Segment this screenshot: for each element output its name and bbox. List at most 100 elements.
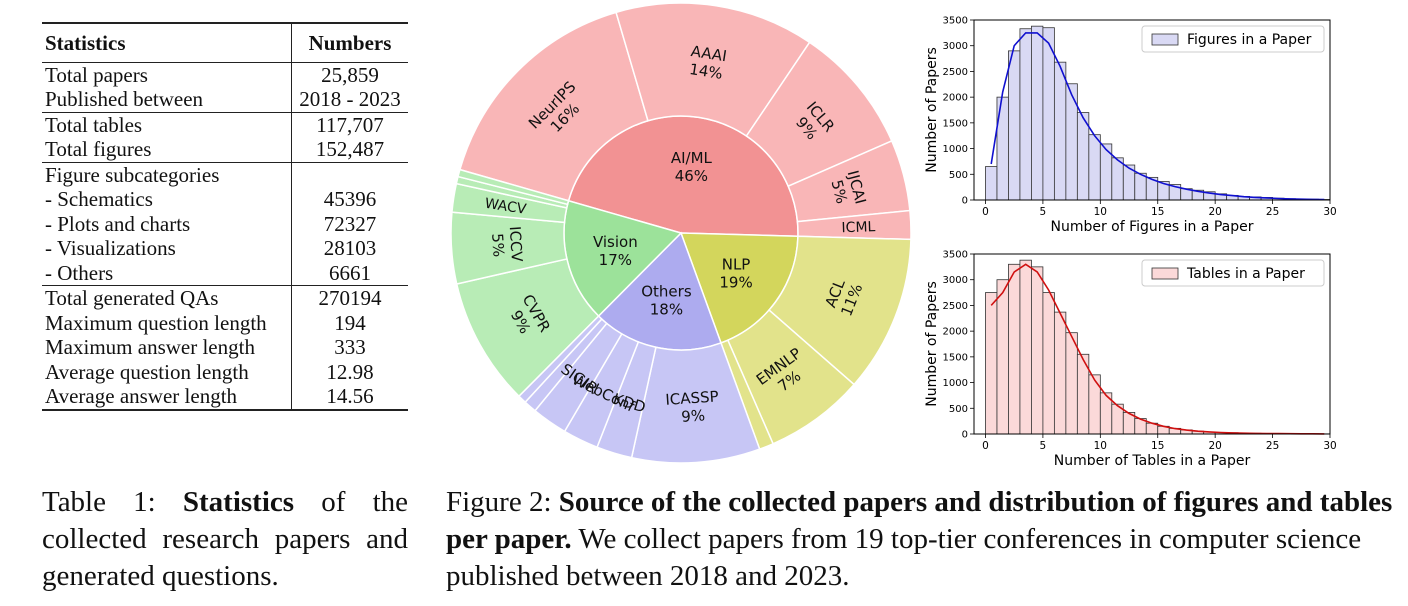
legend-label: Figures in a Paper: [1187, 32, 1312, 48]
row-value: 14.56: [291, 384, 408, 410]
row-value: 333: [291, 335, 408, 360]
row-label: Total figures: [45, 137, 152, 161]
inner-pct: 19%: [719, 274, 752, 292]
outer-name: ICASSP: [665, 387, 719, 408]
row-value: 28103: [291, 236, 408, 261]
sunburst-outer-neurips: [458, 11, 649, 202]
x-axis-label: Number of Figures in a Paper: [1050, 219, 1253, 234]
row-label: Maximum answer length: [45, 335, 255, 359]
tables-histogram: 0 5 10 15 20 25 30 0 500 1000 1500 2000 2500 3000 3500…: [924, 250, 1337, 469]
hist-bar: [1019, 28, 1032, 201]
legend-box: [1141, 259, 1325, 287]
inner-pct: 18%: [650, 300, 683, 318]
y-tick-label: 500: [949, 170, 968, 181]
x-tick-label: 10: [1094, 206, 1107, 218]
row-value: 270194: [291, 285, 408, 311]
plot-frame: [973, 253, 1331, 435]
legend: Tables in a Paper: [1141, 259, 1325, 287]
outer-pct: 9%: [681, 406, 706, 426]
hist-bar: [1065, 332, 1078, 435]
table-caption-bold: Statistics: [182, 486, 295, 518]
x-tick-label: 5: [1040, 206, 1047, 218]
row-label: Total papers: [45, 62, 148, 87]
table-caption: Table 1: Statistics of the collected res…: [42, 484, 408, 595]
header-numbers: Numbers: [291, 23, 408, 62]
sunburst-outer-aaai: [615, 2, 811, 138]
y-tick-label: 1000: [943, 144, 968, 155]
row-value: 25,859: [291, 62, 408, 87]
hist-bar: [985, 166, 998, 201]
sunburst-inner-label: AI/ML 46%: [671, 149, 713, 185]
y-tick-label: 3500: [943, 250, 968, 261]
table-caption-rest: of the collected research papers and gen…: [42, 486, 408, 592]
y-tick-label: 1000: [943, 378, 968, 389]
inner-name: Others: [641, 282, 692, 300]
y-tick-label: 2000: [943, 93, 968, 104]
row-label: - Plots and charts: [45, 211, 191, 236]
outer-name: WACV: [484, 196, 528, 218]
hist-bar: [1053, 61, 1067, 201]
row-value: 2018 - 2023: [291, 87, 408, 112]
x-tick-label: 25: [1266, 206, 1279, 218]
sunburst-outer-label: WACV: [484, 196, 528, 218]
table-row: - Plots and charts 72327: [42, 211, 408, 236]
hist-bar: [1031, 266, 1044, 435]
figure-caption-prefix: Figure 2:: [446, 486, 559, 518]
hist-bar: [1008, 50, 1021, 201]
hist-bar: [1019, 259, 1032, 435]
outer-name: ICML: [841, 219, 876, 236]
sunburst-inner-label: Vision 17%: [593, 233, 638, 269]
hist-bar: [1031, 25, 1044, 201]
row-value: 72327: [291, 211, 408, 236]
sunburst-outer-label: ICML: [841, 219, 876, 236]
table-row: Average question length 12.98: [42, 359, 408, 384]
y-tick-label: 0: [962, 430, 968, 441]
table-row: Average answer length 14.56: [42, 384, 408, 410]
legend-swatch: [1151, 33, 1179, 46]
x-tick-label: 5: [1040, 440, 1047, 452]
x-tick-label: 25: [1266, 440, 1279, 452]
x-tick-label: 30: [1323, 206, 1336, 218]
hist-bar: [1088, 374, 1101, 435]
header-statistics: Statistics: [45, 31, 126, 55]
table-row: Published between 2018 - 2023: [42, 87, 408, 112]
outer-name: ICCV: [506, 226, 526, 263]
y-tick-label: 2500: [943, 301, 968, 312]
legend-label: Tables in a Paper: [1186, 266, 1305, 282]
row-value: 45396: [291, 187, 408, 212]
legend: Figures in a Paper: [1141, 25, 1325, 53]
sunburst-outer-label: AAAI14%: [687, 42, 728, 83]
x-axis-label: Number of Tables in a Paper: [1054, 453, 1251, 468]
x-tick-label: 15: [1151, 206, 1164, 218]
x-tick-label: 20: [1208, 206, 1221, 218]
row-value: 117,707: [291, 112, 408, 137]
y-tick-label: 1500: [943, 118, 968, 129]
table-row: - Schematics 45396: [42, 187, 408, 212]
row-label: - Others: [45, 260, 114, 285]
row-value: 194: [291, 310, 408, 335]
hist-bar: [1088, 134, 1101, 201]
row-label: Figure subcategories: [45, 162, 220, 187]
table-row: - Visualizations 28103: [42, 236, 408, 261]
hist-bar: [1111, 157, 1124, 201]
hist-bar: [1076, 112, 1090, 201]
outer-pct: 5%: [828, 178, 851, 206]
figures-histogram: 0 5 10 15 20 25 30 0 500 1000 1500 2000 2500 3000 3500…: [924, 16, 1337, 235]
figure-caption-rest: We collect papers from 19 top-tier confe…: [446, 523, 1362, 592]
row-label: Total tables: [45, 112, 143, 137]
inner-pct: 17%: [599, 251, 632, 269]
kde-line: [990, 32, 1325, 201]
figure-caption-bold: Source of the collected papers and distr…: [446, 486, 1393, 555]
hist-bar: [985, 292, 998, 435]
table-row: Total generated QAs 270194: [42, 285, 408, 311]
row-label: - Visualizations: [45, 236, 176, 260]
x-tick-label: 15: [1151, 440, 1164, 452]
y-tick-label: 500: [949, 404, 968, 415]
inner-name: Vision: [593, 233, 638, 251]
inner-name: AI/ML: [671, 149, 713, 167]
row-value: 12.98: [291, 359, 408, 384]
sunburst-outer-segment: [457, 168, 570, 206]
outer-name: AAAI: [690, 42, 728, 65]
row-label: Total generated QAs: [45, 286, 219, 310]
y-tick-label: 3500: [943, 16, 968, 27]
